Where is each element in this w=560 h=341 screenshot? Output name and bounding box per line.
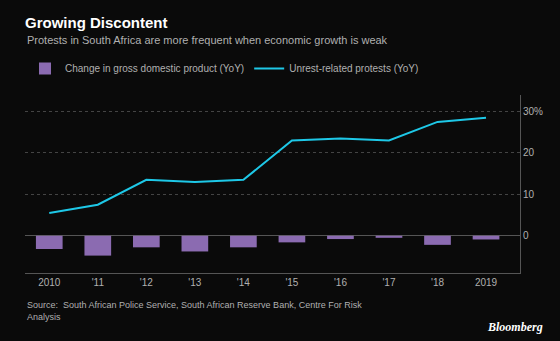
svg-text:Change in gross domestic produ: Change in gross domestic product (YoY) bbox=[65, 63, 244, 74]
svg-text:'15: '15 bbox=[285, 277, 298, 288]
svg-text:'14: '14 bbox=[237, 277, 250, 288]
svg-text:'18: '18 bbox=[431, 277, 444, 288]
svg-text:'11: '11 bbox=[92, 277, 105, 288]
svg-text:Source: South African Police: Source: South African Police Service, So… bbox=[27, 300, 362, 322]
svg-text:10: 10 bbox=[523, 189, 535, 200]
svg-text:2010: 2010 bbox=[38, 277, 61, 288]
svg-text:Growing Discontent: Growing Discontent bbox=[25, 14, 168, 31]
svg-text:Unrest-related protests (YoY): Unrest-related protests (YoY) bbox=[289, 63, 418, 74]
svg-text:0: 0 bbox=[523, 230, 529, 241]
svg-text:Bloomberg: Bloomberg bbox=[487, 320, 543, 334]
svg-text:30%: 30% bbox=[523, 106, 543, 117]
svg-text:20: 20 bbox=[523, 147, 535, 158]
svg-text:'12: '12 bbox=[140, 277, 153, 288]
svg-text:'16: '16 bbox=[334, 277, 347, 288]
svg-text:2019: 2019 bbox=[475, 277, 498, 288]
svg-text:'17: '17 bbox=[382, 277, 395, 288]
svg-text:'13: '13 bbox=[188, 277, 201, 288]
svg-text:Protests in South Africa are m: Protests in South Africa are more freque… bbox=[27, 34, 388, 46]
